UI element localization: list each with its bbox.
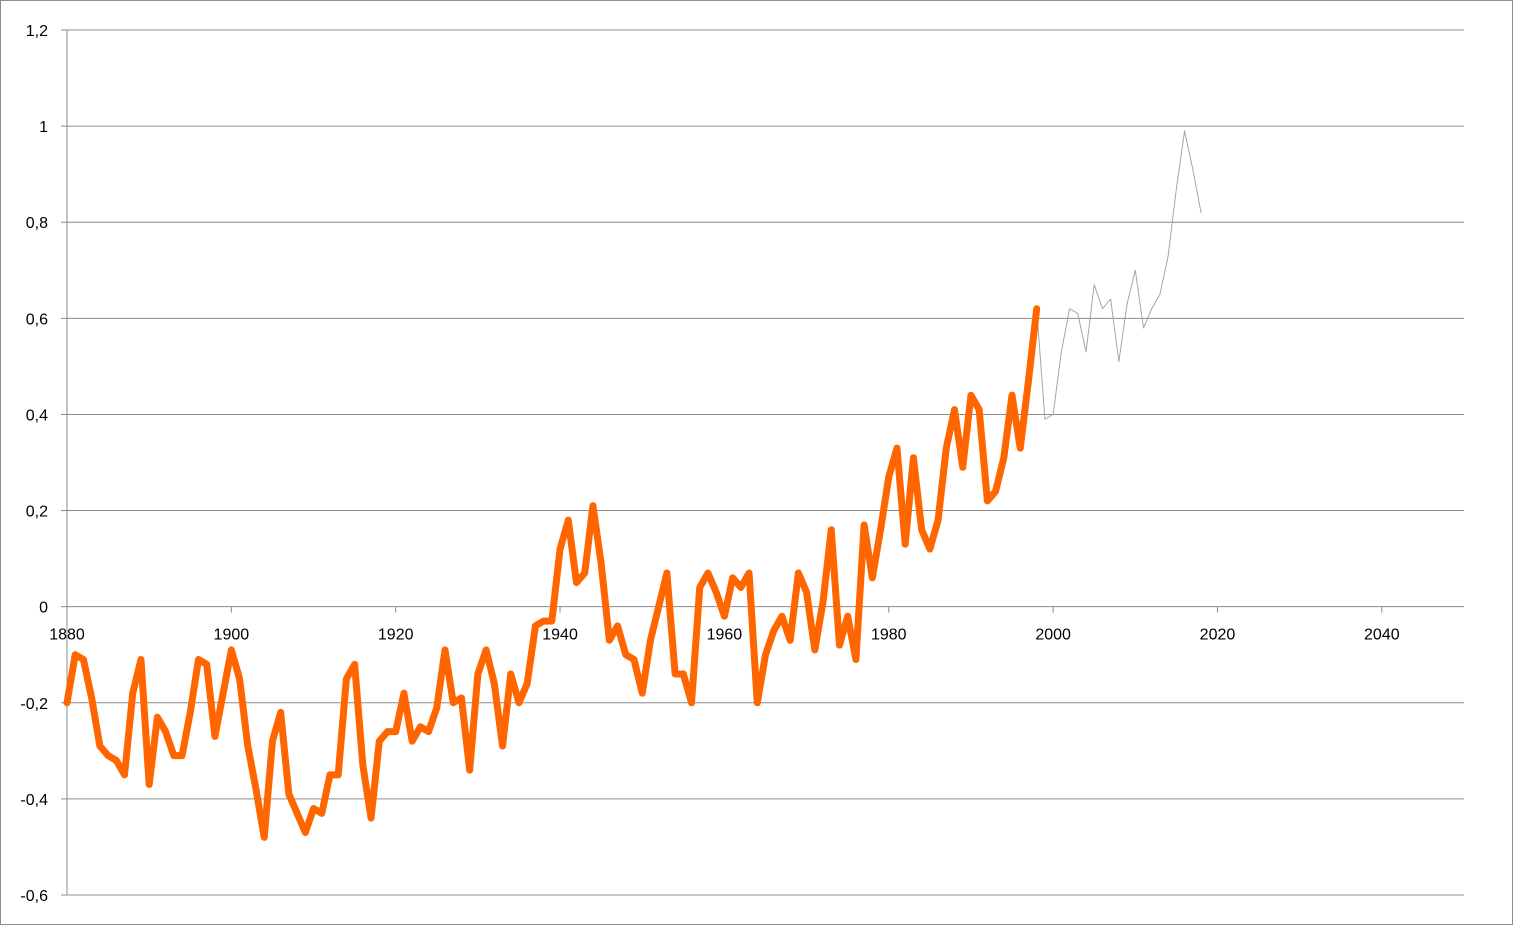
x-tick-label: 1980 [871, 627, 907, 644]
x-tick-label: 1940 [542, 627, 578, 644]
y-tick-label: 0,2 [26, 504, 48, 521]
x-tick-label: 1900 [214, 627, 250, 644]
y-tick-label: -0,6 [20, 888, 48, 905]
y-tick-label: 0,6 [26, 311, 48, 328]
x-tick-label: 2000 [1035, 627, 1071, 644]
y-tick-label: 0,8 [26, 215, 48, 232]
x-tick-label: 2020 [1200, 627, 1236, 644]
y-tick-label: -0,2 [20, 696, 48, 713]
y-tick-labels: -0,6 -0,4 -0,2 0 0,2 0,4 0,6 0,8 1 1,2 [20, 23, 48, 905]
y-tick-label: 1,2 [26, 23, 48, 40]
series-lines [63, 130, 1202, 841]
gridlines [67, 29, 1464, 896]
x-tick-label: 1960 [707, 627, 743, 644]
axes [61, 29, 1464, 896]
y-tick-label: 0 [39, 600, 48, 617]
x-tick-labels: 1880 1900 1920 1940 1960 1980 2000 2020 2040 [49, 627, 1400, 644]
series-line-orange [63, 305, 1041, 841]
y-tick-label: 1 [39, 119, 48, 136]
y-tick-label: 0,4 [26, 407, 48, 424]
x-tick-label: 2040 [1364, 627, 1400, 644]
x-tick-label: 1920 [378, 627, 414, 644]
y-tick-label: -0,4 [20, 792, 48, 809]
series-line-grey [1036, 130, 1202, 420]
x-tick-label: 1880 [49, 627, 85, 644]
